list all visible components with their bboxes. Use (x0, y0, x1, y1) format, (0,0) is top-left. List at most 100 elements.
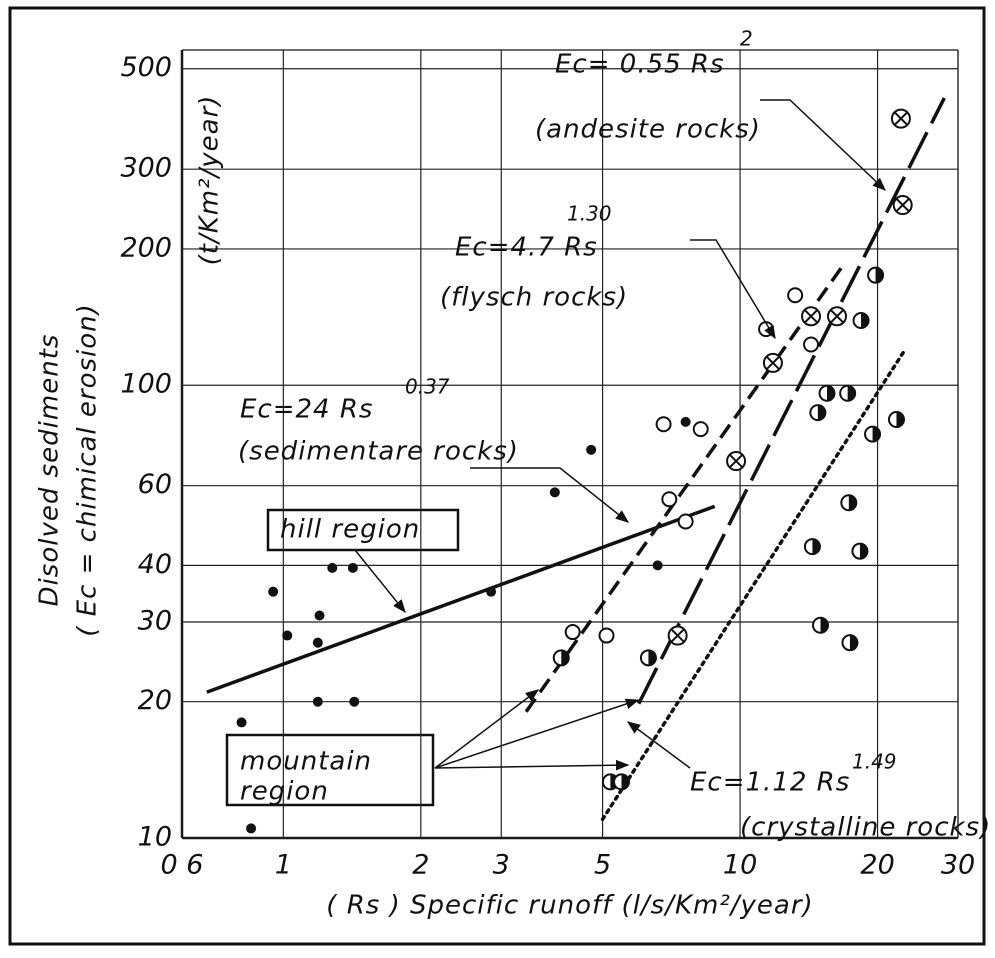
dot (282, 630, 293, 641)
point (864, 425, 882, 443)
point (586, 444, 597, 455)
y-axis-label: Disolved sediments (35, 334, 65, 607)
dot (312, 637, 323, 648)
x-tick-label: 10 (723, 850, 757, 881)
half (896, 412, 904, 428)
half (621, 774, 629, 790)
point (347, 562, 358, 573)
annotation: hill region (280, 515, 420, 545)
arrow (626, 721, 691, 769)
annotation: (crystalline rocks) (740, 813, 991, 843)
x-tick-label: 1 (275, 850, 292, 881)
point (282, 630, 293, 641)
exponent: 0.37 (405, 375, 450, 399)
half (848, 495, 857, 511)
y-axis-label: (t/Km²/year) (195, 95, 225, 266)
exponent: 1.30 (567, 202, 612, 226)
point (655, 416, 672, 433)
point (598, 627, 615, 644)
point (867, 266, 885, 284)
dot (787, 287, 804, 304)
point (349, 696, 360, 707)
point (564, 624, 581, 641)
half (872, 426, 881, 442)
point (803, 336, 820, 353)
arrow (354, 549, 406, 614)
x-tick-label: 5 (594, 850, 611, 881)
y-tick-label: 60 (138, 469, 172, 500)
point (852, 311, 870, 329)
fit-line (206, 504, 716, 694)
y-tick-label: 500 (120, 52, 172, 83)
dot (692, 421, 709, 438)
point (826, 306, 847, 327)
annotation: (sedimentare rocks) (238, 437, 519, 467)
point (812, 616, 830, 634)
x-tick-label: 20 (860, 850, 894, 881)
dot (314, 610, 325, 621)
dot (246, 823, 257, 834)
point (840, 494, 858, 512)
point (549, 487, 560, 498)
y-tick-label: 30 (138, 605, 172, 636)
half (827, 385, 835, 401)
annotation: Ec= 0.55 Rs (555, 50, 725, 80)
annotation: (andesite rocks) (535, 115, 761, 145)
annotation: Ec=1.12 Rs (690, 768, 850, 798)
point (851, 542, 869, 560)
half (859, 543, 868, 559)
dot (549, 487, 560, 498)
point (677, 513, 694, 530)
half (820, 617, 829, 633)
fit-line (524, 261, 847, 713)
hill-box (266, 508, 460, 552)
point (809, 404, 827, 422)
y-tick-label: 40 (138, 549, 172, 580)
dot (347, 562, 358, 573)
annotation: region (240, 777, 329, 807)
half (648, 650, 656, 666)
annotation: Ec=24 Rs (240, 395, 373, 425)
point (787, 287, 804, 304)
dot (803, 336, 820, 353)
arrow (760, 99, 886, 191)
annotation: Ec=4.7 Rs (455, 233, 598, 263)
dot (586, 444, 597, 455)
mountain-box (225, 733, 435, 807)
cross (895, 197, 910, 213)
fit-line (600, 347, 908, 822)
point (639, 649, 657, 667)
dot (598, 627, 615, 644)
cross (765, 355, 781, 371)
cross (829, 309, 845, 324)
point (841, 634, 859, 652)
x-tick-label: 30 (941, 850, 975, 881)
dot (486, 586, 497, 597)
arrow (434, 759, 630, 771)
point (246, 823, 257, 834)
half (875, 267, 884, 283)
cross (728, 453, 744, 469)
annotation: (flysch rocks) (440, 283, 628, 313)
dot (652, 560, 663, 571)
point (314, 610, 325, 621)
cross (893, 111, 909, 126)
half (847, 385, 856, 401)
point (486, 586, 497, 597)
point (268, 586, 279, 597)
point (680, 416, 691, 427)
point (667, 625, 688, 646)
half (817, 405, 826, 421)
x-tick-label: 3 (493, 850, 510, 881)
y-tick-label: 100 (120, 369, 172, 400)
dot (677, 513, 694, 530)
point (801, 306, 822, 327)
fit-line (637, 97, 946, 705)
point (312, 637, 323, 648)
arrow (434, 698, 640, 769)
exponent: 2 (740, 27, 753, 51)
y-axis-label: ( Ec = chimical erosion) (73, 303, 103, 637)
point (892, 195, 913, 216)
point (762, 352, 783, 373)
